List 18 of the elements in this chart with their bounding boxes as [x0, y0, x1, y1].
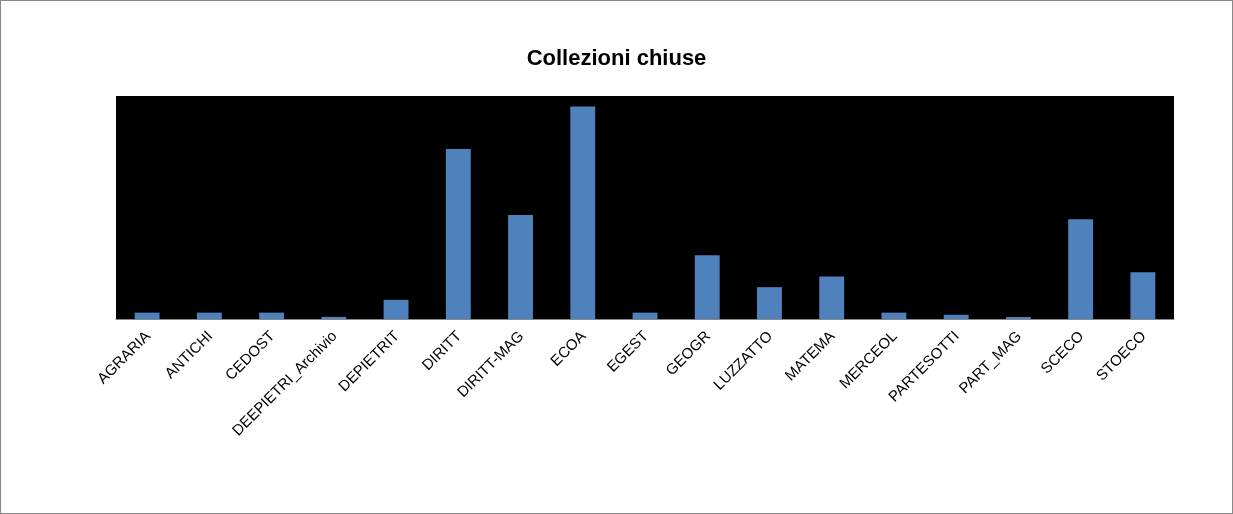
bar: [1130, 272, 1156, 319]
bar: [943, 314, 969, 319]
bar: [196, 312, 222, 319]
bar: [259, 312, 285, 319]
bar: [570, 106, 596, 319]
bar: [694, 255, 720, 319]
chart-title: Collezioni chiuse: [526, 44, 707, 70]
bar: [134, 312, 160, 319]
bar: [1068, 219, 1094, 319]
bar: [445, 149, 471, 319]
bar: [508, 214, 533, 319]
bar: [383, 299, 409, 319]
bar: [632, 312, 658, 319]
bar: [321, 316, 347, 319]
bar: [757, 287, 782, 319]
bar: [819, 276, 845, 319]
bar: [1005, 316, 1031, 319]
bar: [881, 312, 907, 319]
